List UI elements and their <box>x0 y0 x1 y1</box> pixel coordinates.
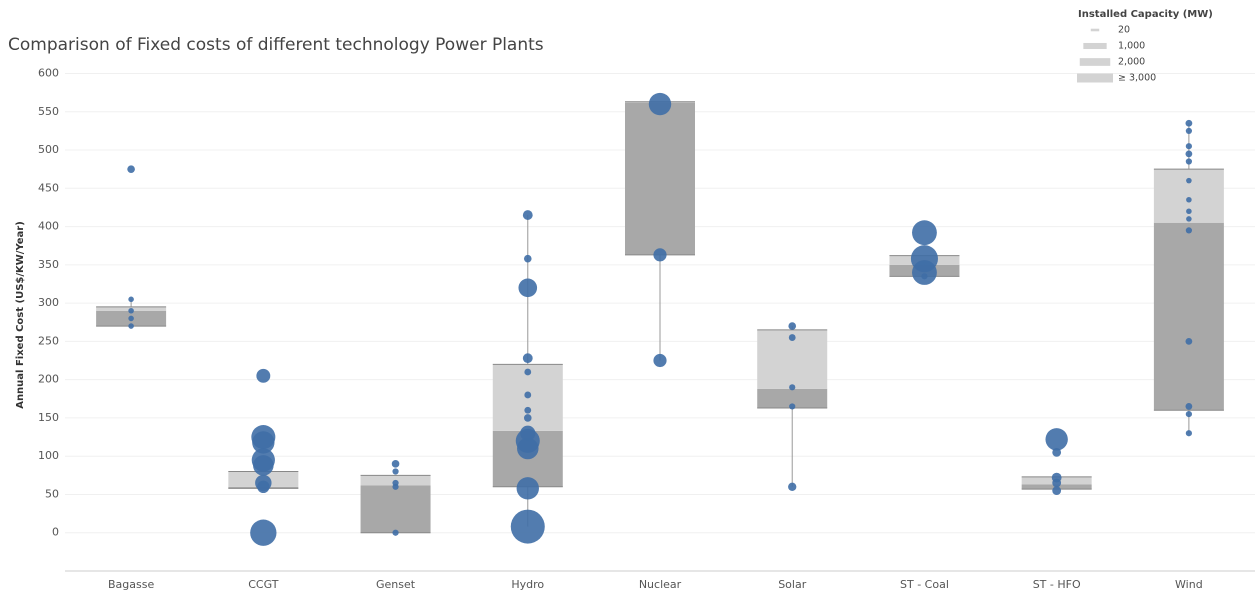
point <box>524 406 532 414</box>
y-tick-label: 400 <box>38 220 59 233</box>
point <box>522 353 533 364</box>
point <box>789 403 796 410</box>
y-tick-label: 0 <box>52 526 59 539</box>
point <box>510 509 545 544</box>
y-tick-label: 100 <box>38 449 59 462</box>
point <box>1185 127 1192 134</box>
y-tick-label: 350 <box>38 258 59 271</box>
point <box>1185 143 1192 150</box>
chart-title: Comparison of Fixed costs of different t… <box>8 35 544 55</box>
point <box>392 529 399 536</box>
point <box>128 307 134 314</box>
y-tick-label: 200 <box>38 373 59 386</box>
y-tick-label: 600 <box>38 66 59 79</box>
y-axis-label: Annual Fixed Cost (US$/KW/Year) <box>15 221 26 409</box>
x-tick-label: Solar <box>778 578 807 591</box>
point <box>524 368 532 376</box>
point <box>522 210 533 220</box>
box-lower <box>625 101 695 255</box>
point <box>921 273 928 280</box>
x-tick-label: ST - HFO <box>1033 578 1081 591</box>
point <box>517 437 539 460</box>
point <box>1045 428 1068 451</box>
point <box>523 254 532 263</box>
point <box>1185 119 1193 127</box>
x-tick-label: CCGT <box>248 578 278 591</box>
point <box>788 322 797 330</box>
x-tick-label: Hydro <box>511 578 544 591</box>
y-tick-label: 150 <box>38 411 59 424</box>
y-tick-label: 450 <box>38 181 59 194</box>
point <box>1185 410 1192 418</box>
point <box>1186 208 1192 215</box>
point <box>653 353 667 368</box>
legend-label: 2,000 <box>1118 57 1145 68</box>
x-tick-label: Nuclear <box>639 578 682 591</box>
point <box>252 431 275 454</box>
x-tick-label: Wind <box>1175 578 1203 591</box>
point <box>653 248 667 262</box>
x-tick-label: Genset <box>376 578 416 591</box>
point <box>788 482 797 491</box>
legend-swatch <box>1083 42 1107 50</box>
point <box>789 384 796 391</box>
y-tick-label: 300 <box>38 296 59 309</box>
point <box>127 165 135 173</box>
point <box>253 455 274 476</box>
point <box>912 260 937 285</box>
point <box>1186 177 1192 184</box>
legend-label: 1,000 <box>1118 41 1145 52</box>
point <box>516 477 539 500</box>
point <box>912 220 937 246</box>
point <box>128 296 134 303</box>
box-upper <box>1153 169 1224 223</box>
point <box>1052 486 1062 496</box>
x-tick-label: Bagasse <box>108 578 154 591</box>
point <box>523 414 532 422</box>
y-tick-label: 550 <box>38 105 59 118</box>
point <box>250 519 277 546</box>
y-tick-label: 250 <box>38 334 59 347</box>
legend-swatch <box>1077 73 1113 83</box>
point <box>256 368 271 383</box>
legend-swatch <box>1079 58 1111 66</box>
point <box>392 483 399 490</box>
point <box>1185 150 1193 158</box>
point <box>128 323 134 329</box>
point <box>1186 196 1192 203</box>
point <box>1185 337 1193 345</box>
point <box>1185 158 1192 165</box>
box-lower <box>360 485 431 533</box>
point <box>128 315 134 322</box>
legend-label: ≥ 3,000 <box>1118 73 1156 84</box>
point <box>1186 216 1192 222</box>
legend-title: Installed Capacity (MW) <box>1078 9 1213 20</box>
y-tick-label: 500 <box>38 143 59 156</box>
point <box>1052 447 1062 457</box>
legend-swatch <box>1090 28 1100 32</box>
point <box>1185 227 1192 234</box>
point <box>648 92 672 116</box>
point <box>518 278 538 298</box>
point <box>524 391 532 399</box>
point <box>1185 403 1193 410</box>
point <box>391 460 400 468</box>
point <box>788 334 796 341</box>
x-tick-label: ST - Coal <box>900 578 949 591</box>
legend-label: 20 <box>1118 25 1130 36</box>
box-lower <box>757 388 828 408</box>
point <box>392 468 399 475</box>
point <box>1185 430 1192 437</box>
point <box>1052 478 1062 488</box>
box-lower <box>1153 222 1224 411</box>
y-tick-label: 50 <box>45 487 59 500</box>
point <box>257 480 270 494</box>
